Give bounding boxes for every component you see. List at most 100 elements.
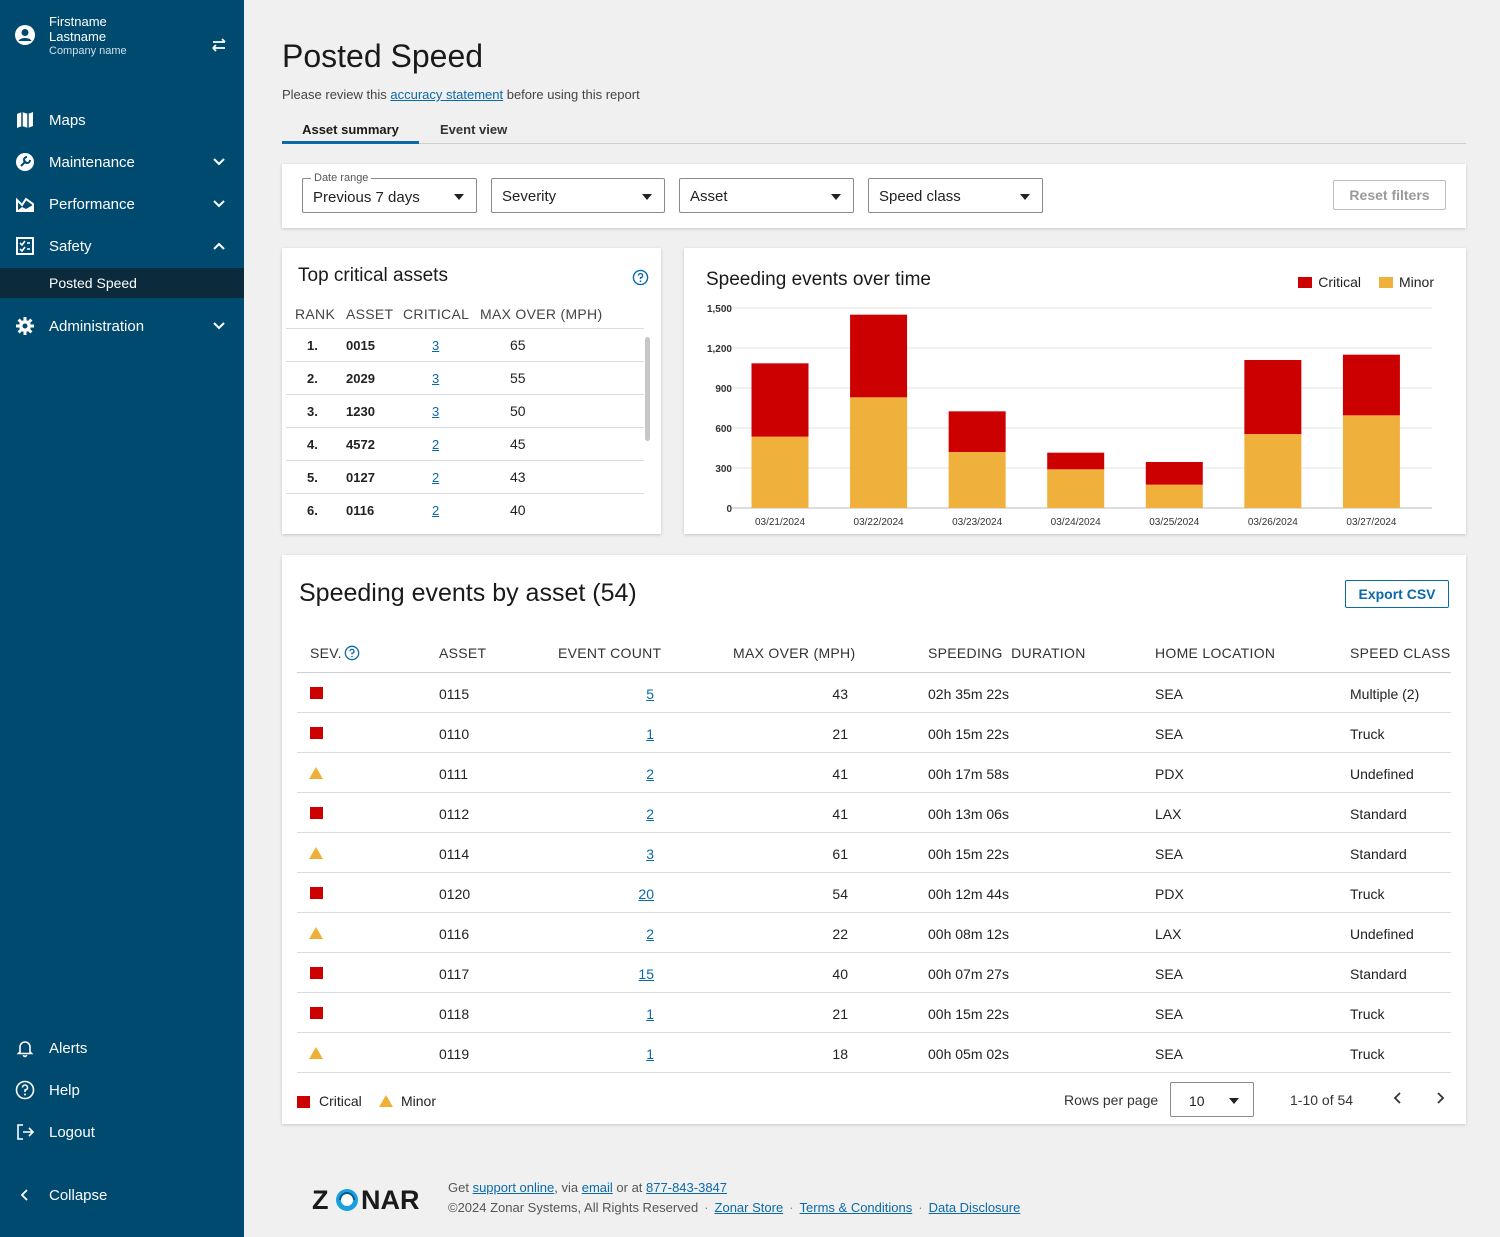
minor-severity-icon bbox=[309, 1047, 323, 1059]
critical-count-link[interactable]: 3 bbox=[432, 338, 440, 353]
minor-bar[interactable] bbox=[1342, 415, 1400, 508]
critical-bar[interactable] bbox=[751, 363, 809, 437]
severity-select[interactable]: Severity bbox=[491, 178, 665, 213]
critical-bar[interactable] bbox=[1145, 462, 1203, 485]
email-link[interactable]: email bbox=[581, 1180, 613, 1195]
sidebar-item-logout[interactable]: Logout bbox=[0, 1112, 244, 1152]
critical-count-link[interactable]: 2 bbox=[432, 503, 440, 518]
minor-bar[interactable] bbox=[1244, 434, 1302, 508]
data-disclosure-link[interactable]: Data Disclosure bbox=[928, 1200, 1021, 1215]
event-count-link[interactable]: 20 bbox=[638, 886, 654, 902]
help-circle-icon[interactable] bbox=[344, 645, 360, 661]
user-menu[interactable]: Firstname Lastname Company name bbox=[14, 14, 234, 62]
minor-bar[interactable] bbox=[1047, 469, 1105, 508]
tab-event-view[interactable]: Event view bbox=[440, 122, 508, 137]
minor-bar[interactable] bbox=[948, 452, 1006, 508]
asset-cell: 0015 bbox=[346, 338, 375, 353]
home-location-cell: SEA bbox=[1155, 726, 1184, 742]
minor-bar[interactable] bbox=[1145, 484, 1203, 508]
date-range-label: Date range bbox=[311, 172, 372, 184]
critical-count-link[interactable]: 3 bbox=[432, 371, 440, 386]
sidebar-item-maps[interactable]: Maps bbox=[0, 100, 244, 140]
subtitle-text: Please review this bbox=[282, 87, 391, 102]
sidebar-collapse-button[interactable]: Collapse bbox=[0, 1175, 244, 1215]
footer-text: Get bbox=[448, 1180, 473, 1195]
column-header: MAX OVER (MPH) bbox=[480, 306, 603, 322]
filter-bar: Date range Previous 7 days Severity Asse… bbox=[282, 164, 1466, 228]
checklist-icon bbox=[16, 237, 34, 255]
critical-swatch bbox=[297, 1096, 310, 1108]
home-location-cell: SEA bbox=[1155, 846, 1184, 862]
tab-asset-summary[interactable]: Asset summary bbox=[282, 122, 419, 144]
event-count-link[interactable]: 3 bbox=[646, 846, 654, 862]
scrollbar[interactable] bbox=[645, 337, 650, 441]
reset-filters-button[interactable]: Reset filters bbox=[1333, 180, 1446, 210]
table-row: 0111 2 41 00h 17m 58s PDX Undefined bbox=[297, 753, 1451, 793]
zonar-store-link[interactable]: Zonar Store bbox=[714, 1200, 784, 1215]
critical-bar[interactable] bbox=[948, 411, 1006, 452]
asset-cell: 0120 bbox=[439, 886, 471, 902]
minor-bar[interactable] bbox=[751, 436, 809, 508]
asset-cell: 0112 bbox=[439, 806, 470, 822]
max-over-cell: 18 bbox=[832, 1046, 848, 1062]
sidebar-item-alerts[interactable]: Alerts bbox=[0, 1028, 244, 1068]
sidebar-item-help[interactable]: Help bbox=[0, 1070, 244, 1110]
rank-cell: 4. bbox=[307, 437, 318, 452]
column-header: RANK bbox=[295, 306, 336, 322]
accuracy-statement-link[interactable]: accuracy statement bbox=[390, 87, 504, 102]
swap-account-icon[interactable] bbox=[210, 36, 228, 54]
sidebar-subitem-posted-speed[interactable]: Posted Speed bbox=[0, 268, 244, 298]
asset-select[interactable]: Asset bbox=[679, 178, 854, 213]
max-over-cell: 41 bbox=[832, 806, 848, 822]
column-header-sev: SEV. bbox=[310, 645, 360, 661]
previous-page-icon[interactable] bbox=[1390, 1090, 1406, 1106]
sidebar-item-safety[interactable]: Safety bbox=[0, 226, 244, 266]
phone-link[interactable]: 877-843-3847 bbox=[646, 1180, 728, 1195]
chevron-down-icon bbox=[213, 322, 225, 330]
critical-bar[interactable] bbox=[1342, 354, 1400, 416]
sidebar-item-performance[interactable]: Performance bbox=[0, 184, 244, 224]
caret-down-icon bbox=[1229, 1098, 1239, 1104]
critical-bar[interactable] bbox=[1047, 452, 1105, 470]
event-count-link[interactable]: 5 bbox=[646, 686, 654, 702]
main-content: Posted Speed Please review this accuracy… bbox=[244, 0, 1500, 1237]
caret-down-icon bbox=[831, 194, 841, 200]
asset-cell: 0116 bbox=[439, 926, 470, 942]
speed-class-cell: Standard bbox=[1350, 966, 1407, 982]
terms-link[interactable]: Terms & Conditions bbox=[799, 1200, 913, 1215]
date-range-select[interactable]: Date range Previous 7 days bbox=[302, 172, 477, 213]
chart-legend: Critical Minor bbox=[1298, 274, 1434, 290]
critical-bar[interactable] bbox=[850, 314, 908, 398]
legend-swatch bbox=[1378, 277, 1393, 288]
table-row: 0119 1 18 00h 05m 02s SEA Truck bbox=[297, 1033, 1451, 1073]
event-count-link[interactable]: 2 bbox=[646, 926, 654, 942]
event-count-link[interactable]: 2 bbox=[646, 766, 654, 782]
legend-swatch bbox=[1298, 277, 1313, 288]
column-header-event-count: EVENT COUNT bbox=[558, 645, 662, 661]
rows-per-page-select[interactable]: 10 bbox=[1170, 1082, 1254, 1117]
duration-cell: 00h 05m 02s bbox=[928, 1046, 1009, 1062]
table-row: 0118 1 21 00h 15m 22s SEA Truck bbox=[297, 993, 1451, 1033]
critical-count-link[interactable]: 2 bbox=[432, 470, 440, 485]
critical-bar[interactable] bbox=[1244, 360, 1302, 434]
sidebar-item-administration[interactable]: Administration bbox=[0, 306, 244, 346]
next-page-icon[interactable] bbox=[1432, 1090, 1448, 1106]
y-tick-label: 0 bbox=[726, 504, 732, 515]
critical-count-link[interactable]: 3 bbox=[432, 404, 440, 419]
event-count-link[interactable]: 2 bbox=[646, 806, 654, 822]
footer: Z NAR Get support online, via email or a… bbox=[312, 1175, 1112, 1225]
speed-class-select[interactable]: Speed class bbox=[868, 178, 1043, 213]
event-count-link[interactable]: 15 bbox=[638, 966, 654, 982]
minor-severity-icon bbox=[309, 847, 323, 859]
critical-count-link[interactable]: 2 bbox=[432, 437, 440, 452]
speeding-chart-card: Speeding events over time Critical Minor… bbox=[684, 248, 1466, 534]
event-count-link[interactable]: 1 bbox=[646, 1046, 654, 1062]
event-count-link[interactable]: 1 bbox=[646, 726, 654, 742]
event-count-link[interactable]: 1 bbox=[646, 1006, 654, 1022]
help-circle-icon[interactable] bbox=[632, 269, 649, 286]
support-online-link[interactable]: support online bbox=[472, 1180, 555, 1195]
sidebar-item-maintenance[interactable]: Maintenance bbox=[0, 142, 244, 182]
duration-cell: 00h 17m 58s bbox=[928, 766, 1009, 782]
minor-bar[interactable] bbox=[850, 397, 908, 508]
export-csv-button[interactable]: Export CSV bbox=[1345, 580, 1449, 608]
